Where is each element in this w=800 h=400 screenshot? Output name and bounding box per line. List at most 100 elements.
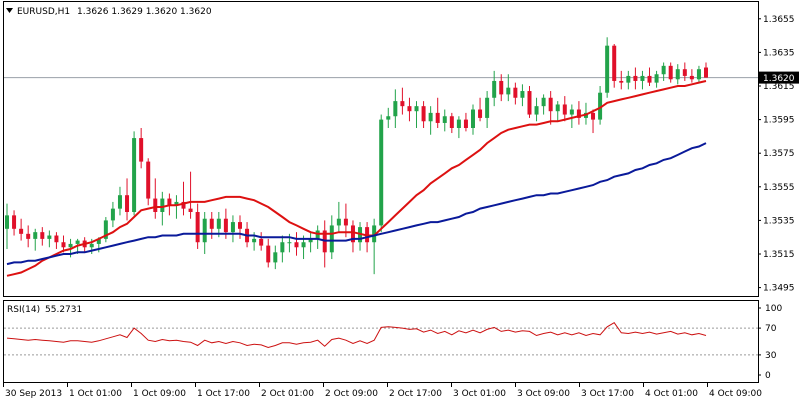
candle — [414, 101, 419, 128]
y-tick-label: 1.3495 — [763, 284, 795, 294]
candle — [421, 101, 426, 128]
candle — [633, 67, 638, 90]
candle-body — [61, 242, 66, 248]
candle-body — [541, 97, 546, 107]
rsi-tick-label: 30 — [765, 351, 777, 361]
candle-body — [704, 67, 708, 78]
candle-body — [287, 242, 292, 244]
candle-body — [675, 69, 680, 80]
candle-body — [202, 218, 207, 243]
candle-body — [449, 116, 454, 128]
candle — [626, 70, 631, 90]
candle-body — [103, 220, 108, 239]
candle — [485, 91, 490, 128]
candle — [386, 107, 391, 128]
candle-body — [153, 198, 158, 212]
candle-body — [463, 119, 468, 128]
candle — [308, 232, 313, 253]
candle-body — [661, 65, 666, 75]
candle-body — [569, 109, 574, 115]
candle-body — [68, 243, 73, 248]
candle-body — [605, 45, 610, 93]
y-tick-label: 1.3595 — [763, 116, 795, 126]
candle — [456, 116, 461, 139]
candle — [569, 104, 574, 128]
candle — [598, 86, 603, 125]
candle-body — [12, 215, 17, 229]
x-tick-label: 2 Oct 17:00 — [389, 389, 442, 399]
y-tick-label: 1.3515 — [763, 250, 795, 260]
x-tick-label: 1 Oct 01:00 — [69, 389, 122, 399]
candle-body — [19, 228, 24, 234]
x-tick-label: 4 Oct 01:00 — [645, 389, 698, 399]
rsi-value: 55.2731 — [45, 305, 82, 315]
current-price-tag: 1.3620 — [759, 71, 799, 84]
rsi-line — [6, 322, 707, 349]
candle-body — [33, 232, 38, 239]
candle — [555, 101, 560, 122]
candle-body — [181, 201, 186, 209]
ohlc-quotes: 1.3626 1.3629 1.3620 1.3620 — [77, 7, 212, 17]
candle-body — [647, 75, 652, 83]
candle-body — [548, 97, 553, 112]
candle — [548, 91, 553, 125]
candle — [195, 203, 200, 249]
candle — [12, 210, 17, 236]
candle-body — [336, 218, 341, 226]
x-tick-label: 1 Oct 17:00 — [197, 389, 250, 399]
candle — [372, 218, 377, 275]
candle-body — [386, 116, 391, 120]
candle — [146, 158, 151, 206]
candle-body — [534, 106, 539, 115]
candle — [682, 62, 687, 81]
rsi-tick-label: 0 — [765, 371, 771, 381]
candle-body — [167, 198, 172, 206]
candle-body — [379, 119, 384, 226]
candle-body — [696, 69, 701, 80]
candle — [5, 203, 9, 249]
y-tick-label: 1.3575 — [763, 149, 795, 159]
candle-body — [576, 109, 581, 118]
candle — [266, 238, 271, 268]
candle — [329, 215, 334, 260]
symbol-label: EURUSD,H1 — [17, 7, 70, 17]
x-tick-label: 3 Oct 09:00 — [517, 389, 570, 399]
candle-body — [619, 80, 624, 83]
candle-body — [146, 161, 151, 199]
y-tick-label: 1.3535 — [763, 216, 795, 226]
candle — [33, 228, 38, 251]
candle-body — [527, 91, 532, 115]
candle — [442, 109, 447, 132]
candle — [280, 235, 285, 263]
candle — [675, 64, 680, 85]
candle — [61, 235, 66, 253]
candle-body — [478, 109, 483, 118]
candle — [153, 178, 158, 219]
candle-body — [89, 243, 94, 248]
candle-body — [591, 112, 596, 120]
x-tick-label: 30 Sep 2013 — [5, 389, 62, 399]
candle — [19, 218, 24, 241]
candle-body — [47, 235, 52, 239]
candle — [117, 186, 122, 216]
candle — [181, 181, 186, 216]
candle-body — [188, 208, 193, 212]
candle — [534, 97, 539, 122]
candle-body — [513, 87, 518, 98]
candle-body — [238, 222, 242, 229]
candle — [40, 227, 45, 246]
candle-body — [612, 45, 617, 81]
candle — [428, 106, 433, 135]
y-tick-label: 1.3635 — [763, 48, 795, 58]
candle-body — [223, 218, 228, 233]
current-price-label: 1.3620 — [763, 74, 795, 84]
candle-body — [682, 69, 687, 76]
slow-ma-line — [6, 142, 707, 266]
candle-body — [75, 240, 80, 244]
candle — [520, 84, 525, 107]
candle-body — [160, 198, 165, 212]
menu-triangle-icon[interactable] — [6, 8, 13, 13]
candle-body — [252, 238, 257, 243]
candle — [294, 232, 299, 256]
candle-body — [40, 232, 45, 239]
